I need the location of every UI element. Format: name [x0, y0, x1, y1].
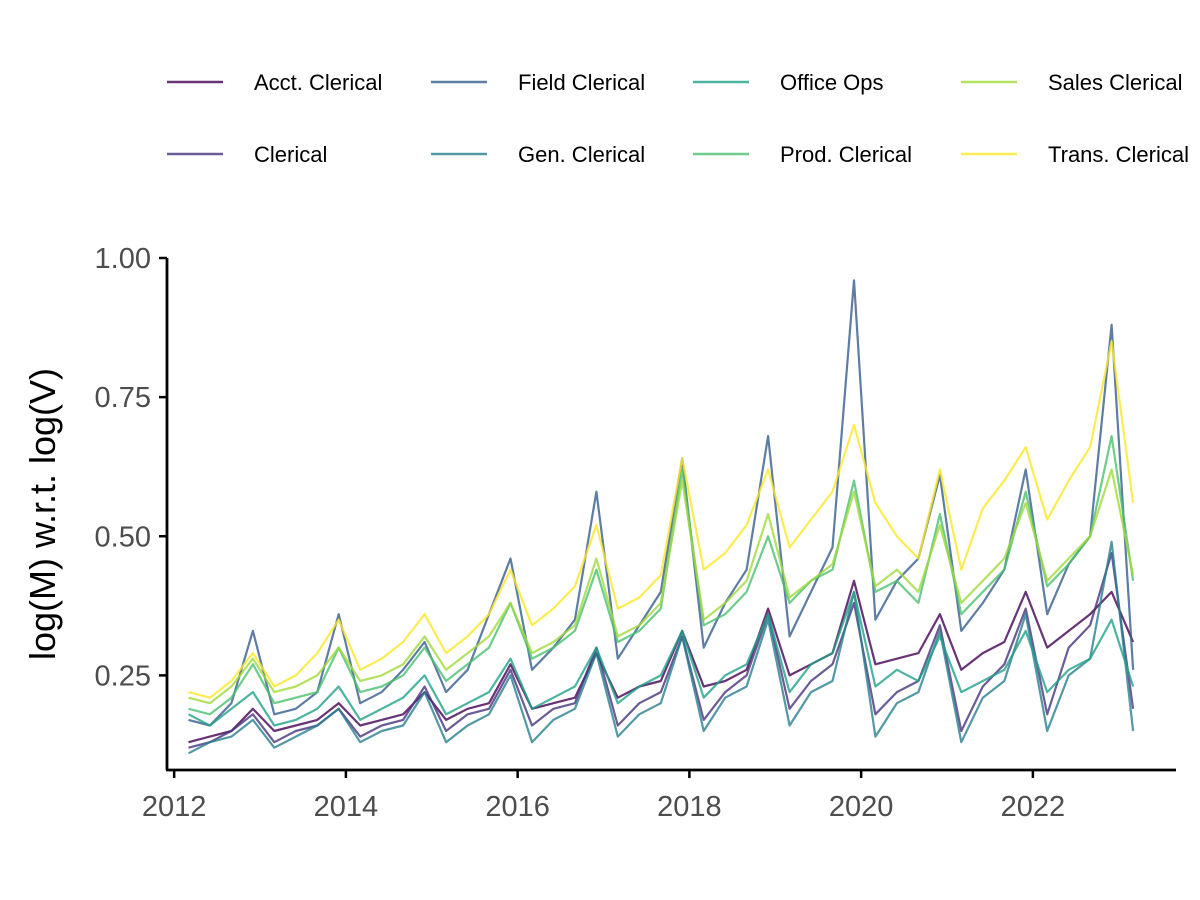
y-tick-label: 0.75	[95, 382, 151, 414]
y-axis-title: log(M) w.r.t. log(V)	[22, 368, 63, 660]
legend-label: Clerical	[254, 142, 327, 167]
series-line-3	[187, 540, 1135, 755]
series-line-2	[188, 279, 1135, 727]
series-line-5	[188, 435, 1135, 716]
legend: Acct. Clerical Clerical Field Clerical Gen.…	[167, 70, 1189, 167]
y-ticks: 0.25 0.50 0.75 1.00	[95, 243, 167, 692]
x-tick-label: 2022	[1001, 791, 1066, 823]
y-tick-label: 0.25	[95, 660, 151, 692]
y-tick-label: 0.50	[95, 521, 151, 553]
series-line-4	[187, 590, 1135, 727]
legend-label: Field Clerical	[518, 70, 645, 95]
series-lines	[187, 279, 1135, 755]
legend-label: Gen. Clerical	[518, 142, 645, 167]
legend-label: Sales Clerical	[1048, 70, 1183, 95]
series-line-7	[188, 340, 1135, 699]
x-tick-label: 2014	[314, 791, 379, 823]
x-tick-label: 2012	[142, 791, 207, 823]
series-line-0	[188, 579, 1135, 744]
series-line-6	[188, 468, 1135, 705]
legend-label: Prod. Clerical	[780, 142, 912, 167]
x-ticks: 2012 2014 2016 2018 2020 2022	[142, 770, 1065, 823]
axes	[165, 258, 1176, 772]
x-tick-label: 2016	[485, 791, 550, 823]
x-tick-label: 2020	[829, 791, 894, 823]
legend-label: Acct. Clerical	[254, 70, 382, 95]
legend-label: Trans. Clerical	[1048, 142, 1189, 167]
y-tick-label: 1.00	[95, 243, 151, 275]
x-tick-label: 2018	[657, 791, 722, 823]
legend-label: Office Ops	[780, 70, 884, 95]
